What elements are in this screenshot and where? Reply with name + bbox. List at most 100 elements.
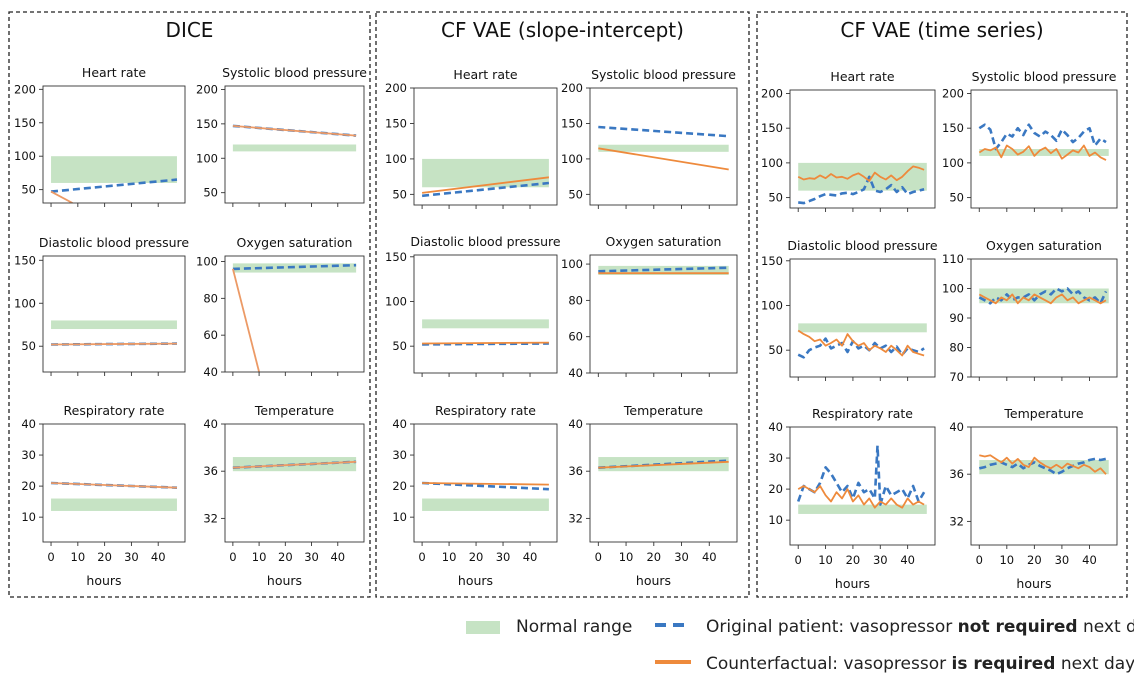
- x-tick-label: 20: [278, 550, 293, 564]
- series-original-line: [979, 457, 1107, 476]
- subplot-title: Diastolic blood pressure: [39, 235, 190, 250]
- y-tick-label: 150: [385, 250, 407, 264]
- subplot-dice-heart-rate: Heart rate 50 100 150 200: [14, 65, 186, 207]
- x-tick-label: 30: [674, 550, 689, 564]
- x-tick-label: 40: [151, 550, 166, 564]
- subplot-cf-vae-slope-intercept-temperature: Temperature 32 36 40 0 10 20 30 40 hours: [568, 403, 738, 588]
- y-tick-label: 200: [761, 86, 783, 100]
- subplot-title: Oxygen saturation: [606, 234, 722, 249]
- normal-range-band: [51, 498, 177, 511]
- legend-cf-bold: is required: [951, 654, 1056, 674]
- series-counterfactual-line: [797, 165, 925, 182]
- y-tick-label: 200: [14, 82, 36, 96]
- y-tick-label: 30: [392, 448, 407, 462]
- panels-layer: DICE CF VAE (slope-intercept) CF VAE (time…: [8, 11, 1128, 598]
- series-original-line: [978, 287, 1108, 305]
- y-tick-label: 40: [203, 365, 218, 379]
- subplot-title: Systolic blood pressure: [972, 69, 1117, 84]
- normal-range-band: [232, 144, 357, 152]
- legend-swatch-counterfactual: [655, 660, 691, 664]
- y-tick-label: 40: [21, 417, 36, 431]
- y-tick-label: 60: [568, 330, 583, 344]
- x-tick-label: 40: [900, 553, 915, 567]
- y-tick-label: 50: [949, 191, 964, 205]
- y-tick-label: 32: [949, 514, 964, 528]
- y-tick-label: 20: [392, 479, 407, 493]
- subplot-title: Respiratory rate: [812, 406, 913, 421]
- axes-frame: [42, 85, 186, 204]
- subplot-title: Respiratory rate: [64, 403, 165, 418]
- x-tick-label: 10: [252, 550, 267, 564]
- subplot-cf-vae-slope-intercept-oxygen-saturation: Oxygen saturation 40 60 80 100: [561, 234, 738, 380]
- y-tick-label: 80: [949, 341, 964, 355]
- normal-range-band: [51, 156, 177, 183]
- legend-label-normal-range: Normal range: [516, 617, 633, 637]
- series-original-line: [796, 444, 926, 506]
- subplot-cf-vae-time-series-diastolic-blood-pressure: Diastolic blood pressure 50 100 150: [761, 238, 938, 381]
- normal-range-band: [422, 158, 549, 188]
- y-tick-label: 60: [203, 328, 218, 342]
- y-tick-label: 80: [568, 293, 583, 307]
- x-axis-label: hours: [267, 573, 302, 588]
- x-tick-label: 30: [124, 550, 139, 564]
- panel-border-cf-vae-slope-intercept: [375, 11, 750, 598]
- y-tick-label: 100: [942, 156, 964, 170]
- y-tick-label: 40: [568, 417, 583, 431]
- y-tick-label: 50: [768, 343, 783, 357]
- panel-border-dice: [8, 11, 371, 598]
- x-tick-label: 40: [1082, 553, 1097, 567]
- y-tick-label: 100: [385, 152, 407, 166]
- x-tick-label: 10: [442, 550, 457, 564]
- subplot-title: Temperature: [254, 403, 334, 418]
- x-tick-label: 40: [523, 550, 538, 564]
- y-tick-label: 150: [14, 116, 36, 130]
- y-tick-label: 50: [21, 183, 36, 197]
- axes-frame: [42, 255, 186, 373]
- series-counterfactual-line: [232, 460, 357, 469]
- y-tick-label: 100: [561, 152, 583, 166]
- y-tick-label: 50: [203, 186, 218, 200]
- axes-frame: [413, 423, 558, 543]
- y-tick-label: 100: [385, 294, 407, 308]
- panel-title-dice: DICE: [166, 18, 214, 42]
- series-counterfactual-line: [50, 190, 73, 203]
- normal-range-band: [598, 144, 729, 152]
- subplot-title: Heart rate: [82, 65, 146, 80]
- subplot-cf-vae-slope-intercept-systolic-blood-pressure: Systolic blood pressure 50 100 150 200: [561, 67, 738, 209]
- x-tick-label: 0: [229, 550, 236, 564]
- series-counterfactual-line: [232, 125, 357, 137]
- panel-border-cf-vae-time-series: [756, 11, 1128, 598]
- x-axis-label: hours: [835, 576, 870, 591]
- subplot-cf-vae-time-series-systolic-blood-pressure: Systolic blood pressure 50 100 150 200: [942, 69, 1118, 212]
- subplot-dice-diastolic-blood-pressure: Diastolic blood pressure 50 100 150: [14, 235, 189, 376]
- x-tick-label: 0: [418, 550, 425, 564]
- y-tick-label: 100: [761, 156, 783, 170]
- axes-frame: [224, 85, 365, 204]
- subplot-title: Temperature: [1003, 406, 1083, 421]
- subplot-cf-vae-time-series-respiratory-rate: Respiratory rate 10 20 30 40 0 10 20 30 40 hours: [768, 406, 936, 591]
- x-tick-label: 30: [496, 550, 511, 564]
- series-counterfactual-line: [598, 460, 729, 469]
- axes-frame: [970, 89, 1118, 209]
- y-tick-label: 50: [392, 187, 407, 201]
- y-tick-label: 100: [14, 149, 36, 163]
- y-tick-label: 50: [568, 187, 583, 201]
- legend-item-counterfactual: Counterfactual: vasopressor is required …: [706, 652, 1134, 676]
- y-tick-label: 40: [568, 366, 583, 380]
- x-tick-label: 40: [702, 550, 717, 564]
- legend-item-original: Original patient: vasopressor not requir…: [706, 615, 1134, 639]
- subplot-title: Systolic blood pressure: [222, 65, 367, 80]
- y-tick-label: 150: [761, 254, 783, 268]
- normal-range-band: [798, 504, 927, 514]
- y-tick-label: 150: [196, 117, 218, 131]
- y-tick-label: 90: [949, 311, 964, 325]
- series-counterfactual-line: [797, 485, 925, 509]
- axes-frame: [589, 254, 738, 374]
- series-counterfactual-line: [232, 268, 260, 372]
- y-tick-label: 30: [21, 448, 36, 462]
- axes-frame: [789, 258, 936, 378]
- series-original-line: [798, 175, 925, 205]
- axes-frame: [224, 255, 365, 373]
